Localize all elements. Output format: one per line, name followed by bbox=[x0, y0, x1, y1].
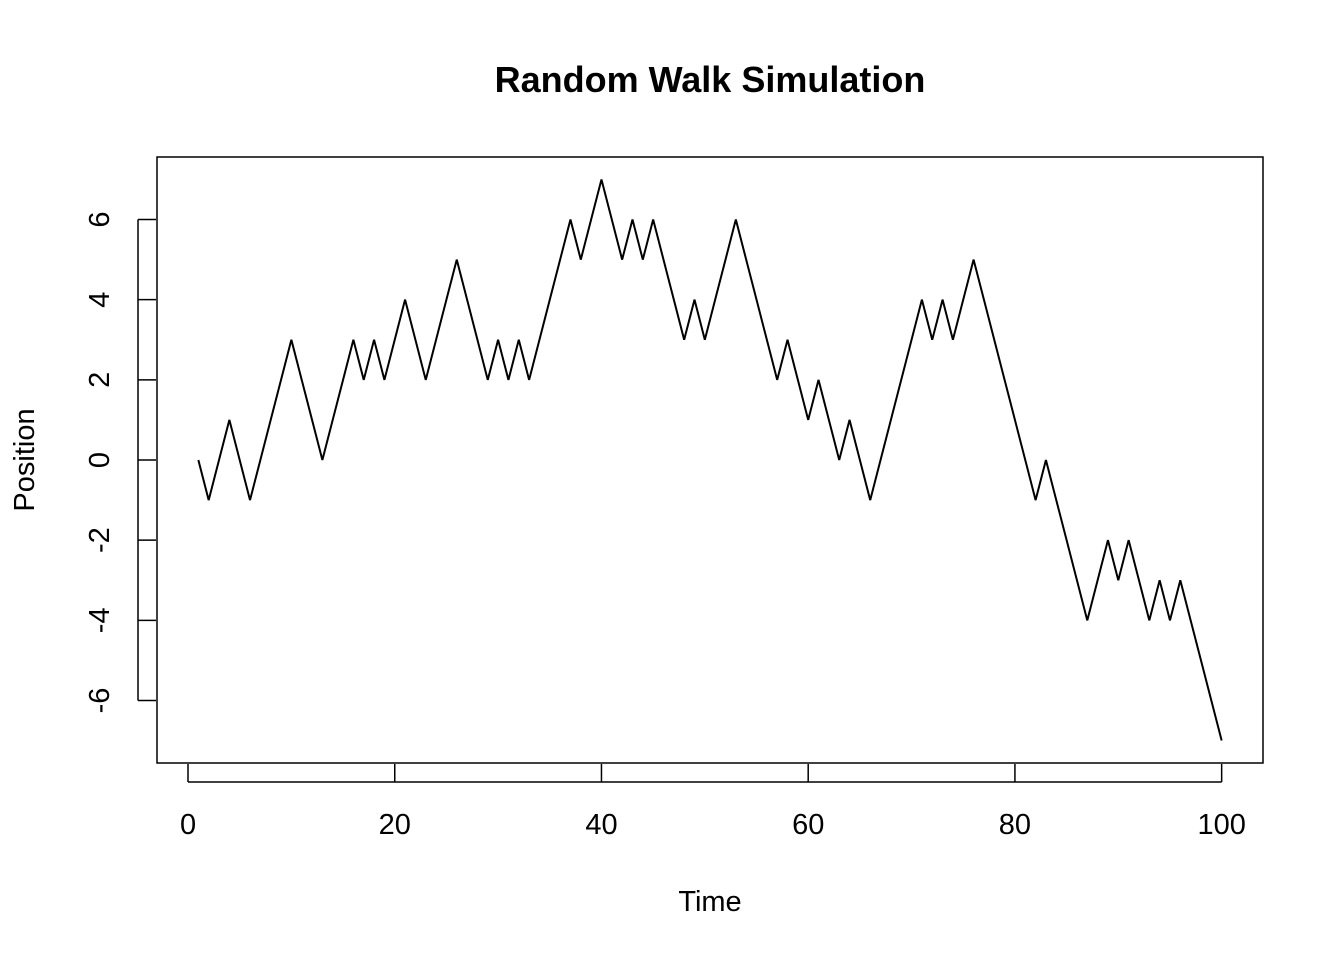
y-tick-label: -4 bbox=[84, 607, 116, 633]
y-tick-label: -6 bbox=[84, 688, 116, 714]
chart-title: Random Walk Simulation bbox=[495, 59, 926, 100]
x-tick-label: 60 bbox=[792, 809, 824, 841]
y-axis: -6 -4 -2 0 2 4 6 bbox=[84, 211, 156, 713]
y-tick-label: 4 bbox=[84, 292, 116, 308]
y-tick-label: -2 bbox=[84, 527, 116, 553]
y-tick-label: 2 bbox=[84, 372, 116, 388]
y-axis-label: Position bbox=[9, 408, 41, 511]
series-line bbox=[197, 179, 1223, 741]
x-axis-label: Time bbox=[678, 886, 741, 918]
x-tick-label: 0 bbox=[180, 809, 196, 841]
plot-frame bbox=[156, 156, 1264, 764]
x-tick-label: 40 bbox=[585, 809, 617, 841]
x-tick-label: 100 bbox=[1197, 809, 1245, 841]
x-axis: 0 20 40 60 80 100 bbox=[180, 764, 1246, 841]
y-tick-label: 0 bbox=[84, 452, 116, 468]
y-tick-label: 6 bbox=[84, 211, 116, 227]
x-tick-label: 20 bbox=[379, 809, 411, 841]
x-tick-label: 80 bbox=[999, 809, 1031, 841]
